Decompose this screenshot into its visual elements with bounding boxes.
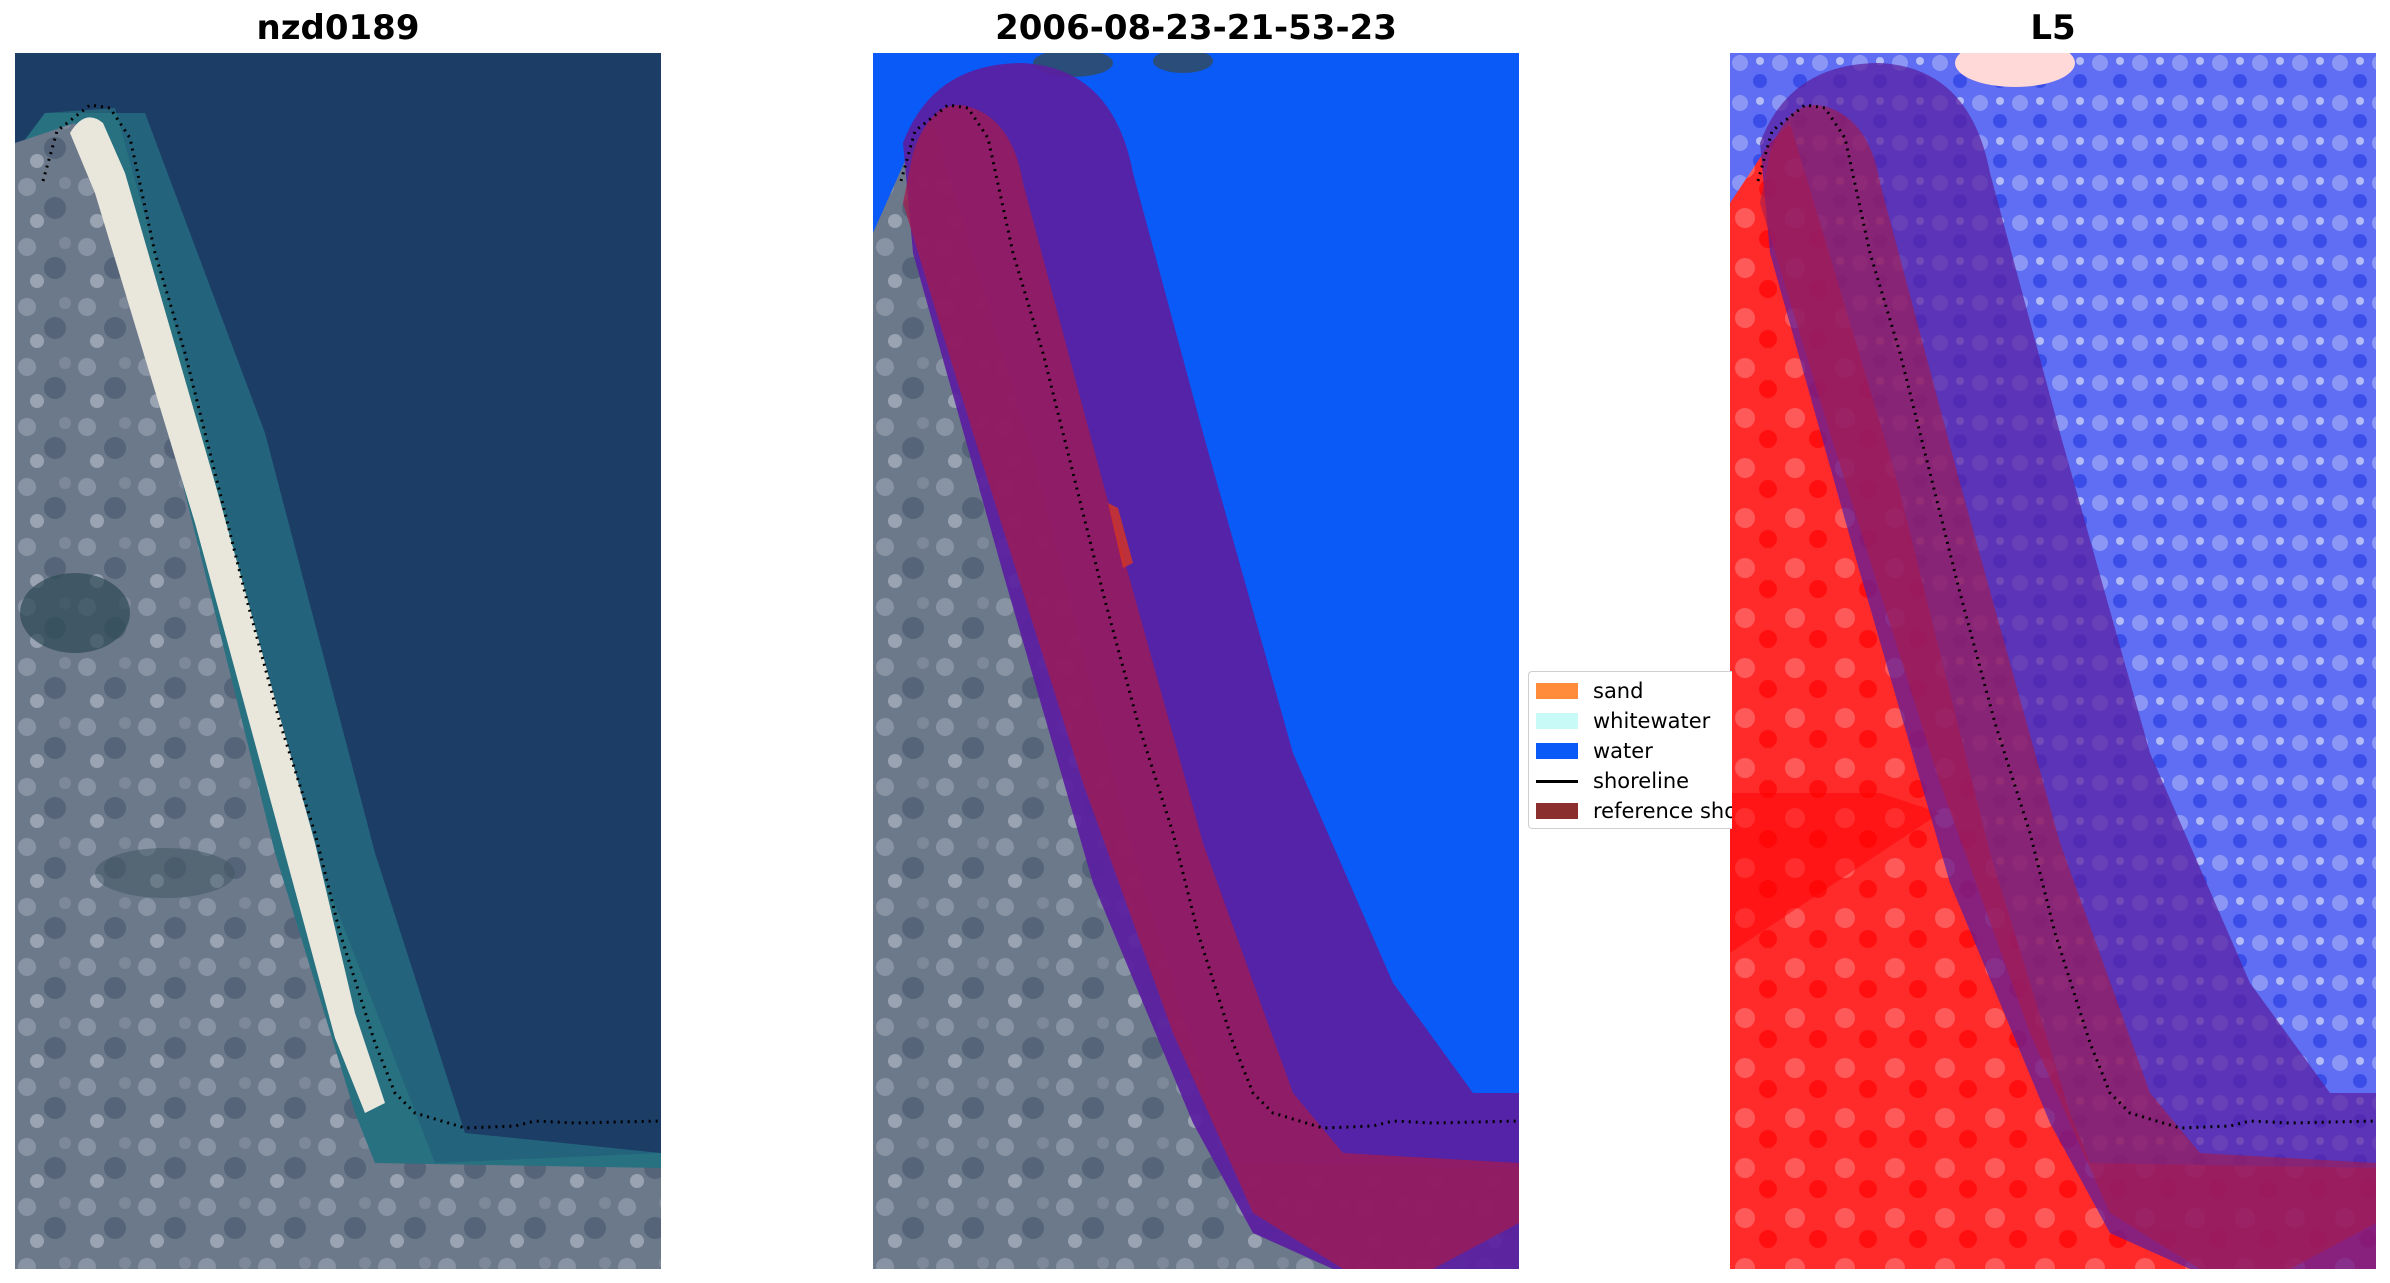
legend-item-sand: sand — [1536, 678, 1643, 704]
sand-swatch — [1536, 683, 1578, 699]
whitewater-swatch — [1536, 713, 1578, 729]
classified-image — [873, 53, 1519, 1269]
legend-item-whitewater: whitewater — [1536, 708, 1710, 734]
classified-image-panel — [873, 53, 1519, 1269]
legend-label: water — [1593, 739, 1653, 763]
legend-label: whitewater — [1593, 709, 1711, 733]
panel-title-classified: 2006-08-23-21-53-23 — [995, 8, 1397, 48]
panel-title-rgb: nzd0189 — [256, 8, 420, 48]
shoreline — [41, 103, 661, 1130]
rgb-image — [15, 53, 661, 1269]
reference-shoreline-band — [903, 105, 1519, 1269]
panel-title-index: L5 — [2030, 8, 2076, 48]
shoreline-swatch — [1536, 779, 1578, 783]
shoreline — [1756, 103, 2376, 1130]
legend-label: shoreline — [1593, 769, 1690, 793]
legend-item-reference-shoreline: reference sho — [1536, 798, 1732, 824]
legend-label: sand — [1593, 679, 1644, 703]
reference-shoreline-swatch — [1536, 803, 1578, 819]
legend-label: reference sho — [1593, 799, 1732, 823]
index-image-panel — [1730, 53, 2376, 1269]
legend-item-shoreline: shoreline — [1536, 768, 1689, 794]
land-index-area — [1730, 123, 2376, 1269]
reference-shoreline-band — [1760, 105, 2376, 1269]
legend-item-water: water — [1536, 738, 1653, 764]
index-image — [1730, 53, 2376, 1269]
legend: sand whitewater water shoreline referenc… — [1528, 671, 1732, 829]
beach-strip — [70, 117, 385, 1113]
shoreline — [899, 103, 1519, 1130]
rgb-image-panel — [15, 53, 661, 1269]
dark-vegetation — [20, 573, 130, 653]
water-swatch — [1536, 743, 1578, 759]
